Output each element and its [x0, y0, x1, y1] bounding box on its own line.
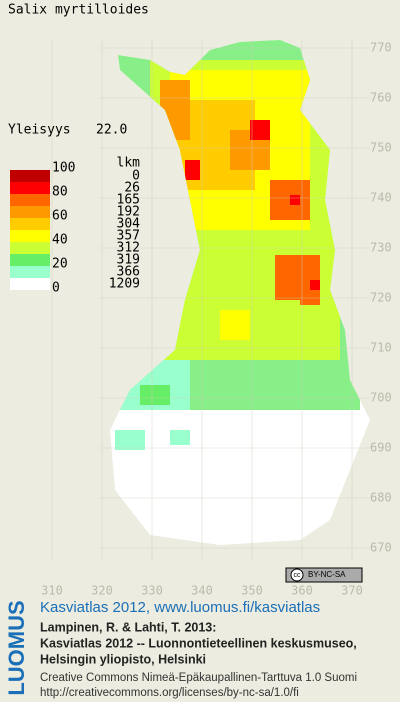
logo: LUOMUS	[4, 600, 29, 695]
legend-swatch	[10, 254, 50, 266]
citation: Kasviatlas 2012 -- Luonnontieteellinen k…	[40, 636, 357, 650]
legend-tick-label: 100	[52, 161, 75, 176]
citation: Helsingin yliopisto, Helsinki	[40, 652, 206, 666]
y-tick-label: 700	[370, 391, 392, 405]
x-tick-label: 320	[91, 584, 113, 598]
legend-swatch	[10, 194, 50, 206]
y-tick-label: 740	[370, 191, 392, 205]
frequency-label: Yleisyys	[8, 123, 71, 138]
x-tick-label: 350	[241, 584, 263, 598]
y-tick-label: 710	[370, 341, 392, 355]
x-tick-label: 360	[291, 584, 313, 598]
badge-icon: cc	[294, 572, 302, 579]
count-header: lkm	[117, 156, 141, 171]
legend-tick-label: 60	[52, 209, 68, 224]
y-tick-label: 750	[370, 141, 392, 155]
legend-swatch	[10, 242, 50, 254]
x-tick-label: 310	[41, 584, 63, 598]
frequency-value: 22.0	[96, 123, 127, 138]
legend-count: 0	[132, 169, 140, 184]
badge-license: BY-NC-SA	[308, 570, 346, 579]
legend-tick-label: 40	[52, 233, 68, 248]
legend-count: 319	[117, 253, 140, 268]
y-tick-label: 770	[370, 41, 392, 55]
y-tick-label: 730	[370, 241, 392, 255]
license-url: http://creativecommons.org/licenses/by-n…	[40, 687, 299, 699]
x-tick-label: 340	[191, 584, 213, 598]
license-badge: cc BY-NC-SA	[285, 567, 363, 583]
legend-count: 192	[117, 205, 140, 220]
legend-count: 26	[124, 181, 140, 196]
legend-swatch	[10, 170, 50, 182]
y-tick-label: 690	[370, 441, 392, 455]
x-tick-label: 370	[341, 584, 363, 598]
legend-swatch	[10, 182, 50, 194]
legend-tick-label: 0	[52, 281, 60, 296]
legend-count: 1209	[109, 277, 140, 292]
legend-count: 357	[117, 229, 140, 244]
legend-count: 165	[117, 193, 140, 208]
legend-swatch	[10, 266, 50, 278]
x-tick-label: 330	[141, 584, 163, 598]
legend-tick-label: 80	[52, 185, 68, 200]
license-text: Creative Commons Nimeä-Epäkaupallinen-Ta…	[40, 672, 357, 684]
citation: Lampinen, R. & Lahti, T. 2013:	[40, 620, 216, 634]
legend-count: 366	[117, 265, 140, 280]
y-tick-label: 670	[370, 541, 392, 555]
grid: 310 320 330 340 350 360 370 770 760 750 740 730 720 7…	[41, 40, 392, 598]
legend-tick-label: 20	[52, 257, 68, 272]
legend-swatch	[10, 206, 50, 218]
legend-count: 304	[117, 217, 141, 232]
y-tick-label: 760	[370, 91, 392, 105]
link: Kasviatlas 2012, www.luomus.fi/kasviatla…	[40, 599, 320, 616]
legend-swatch	[10, 230, 50, 242]
species-title: Salix myrtilloides	[8, 3, 149, 18]
y-tick-label: 720	[370, 291, 392, 305]
y-tick-label: 680	[370, 491, 392, 505]
legend-swatch	[10, 278, 50, 290]
legend-swatch	[10, 218, 50, 230]
legend-count: 312	[117, 241, 140, 256]
